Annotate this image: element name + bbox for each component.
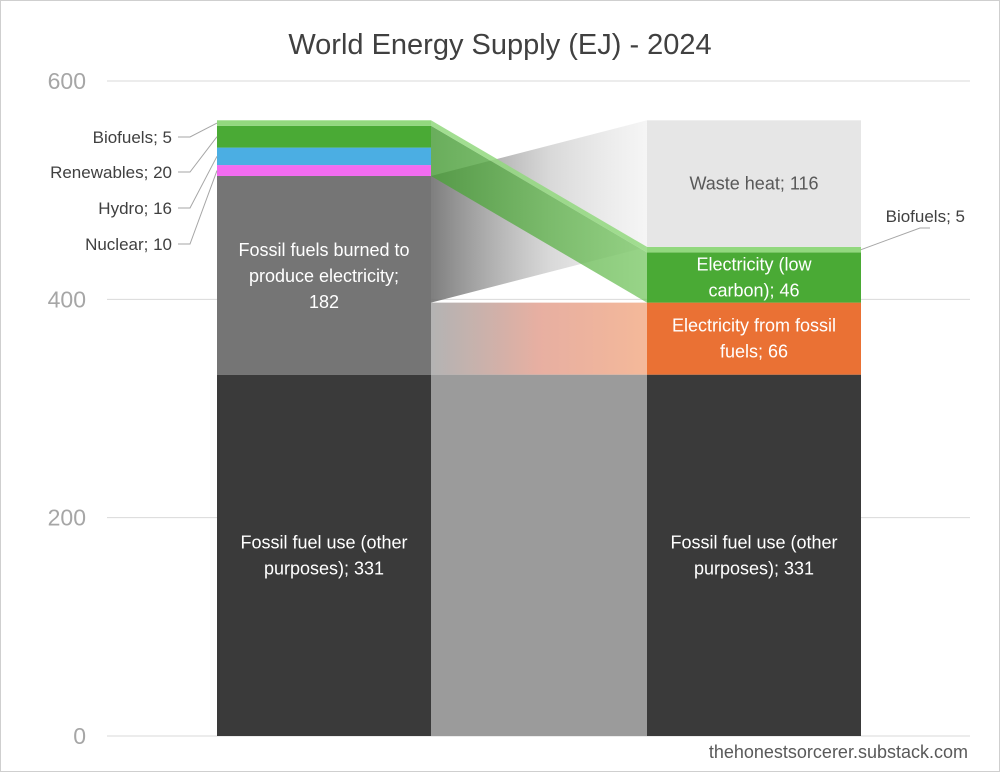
- right-fossil-fuel-use-other-purposes-segment: [647, 374, 861, 736]
- left-renewables-segment: [217, 125, 431, 148]
- left-fossil-fuel-use-other-purposes-label-line: purposes); 331: [264, 558, 384, 578]
- right-waste-heat-label: Waste heat; 116: [689, 174, 818, 194]
- left-nuclear-side-label: Nuclear; 10: [85, 235, 172, 254]
- right-electricity-low-carbon-label: Electricity (low carbon); 46: [696, 255, 812, 301]
- flow-low-carbon: [431, 125, 647, 303]
- leader-lines: [178, 122, 930, 251]
- left-biofuels-segment: [217, 120, 431, 126]
- watermark: thehonestsorcerer.substack.com: [709, 742, 968, 762]
- right-waste-heat-segment: [647, 120, 861, 247]
- left-fossil-fuel-use-other-purposes-label: Fossil fuel use (other purposes); 331: [240, 532, 407, 578]
- left-fossil-fuels-burned-to-produce-electricity-label: Fossil fuels burned to produce electricit…: [238, 240, 409, 312]
- right-electricity-low-carbon-label-line: carbon); 46: [708, 281, 799, 301]
- left-renewables-side-label: Renewables; 20: [50, 163, 172, 182]
- left-bar: [217, 120, 431, 736]
- left-fossil-fuel-use-other-purposes-segment: [217, 374, 431, 736]
- left-fossil-fuels-burned-to-produce-electricity-label-line: 182: [309, 292, 339, 312]
- flow-fossil-to-electricity: [431, 302, 647, 375]
- leader-biofuels: [178, 122, 218, 138]
- y-tick-label: 400: [48, 286, 86, 312]
- right-electricity-from-fossil-fuels-label: Electricity from fossil fuels; 66: [672, 316, 836, 362]
- chart-title: World Energy Supply (EJ) - 2024: [288, 29, 711, 61]
- y-tick-label: 600: [48, 68, 86, 94]
- right-electricity-low-carbon-label-line: Electricity (low: [696, 255, 812, 275]
- right-bar: [647, 120, 861, 736]
- left-nuclear-segment: [217, 165, 431, 176]
- y-tick-label: 200: [48, 505, 86, 531]
- right-biofuels-side-label: Biofuels; 5: [886, 207, 965, 226]
- right-waste-heat-label-line: Waste heat; 116: [689, 174, 818, 194]
- left-hydro-side-label: Hydro; 16: [98, 199, 172, 218]
- left-fossil-fuels-burned-to-produce-electricity-segment: [217, 175, 431, 375]
- right-fossil-fuel-use-other-purposes-label: Fossil fuel use (other purposes); 331: [670, 532, 837, 578]
- flow-fossil-other: [431, 374, 647, 736]
- data-labels: Fossil fuel use (other purposes); 331Foss…: [50, 128, 965, 578]
- right-electricity-low-carbon-segment: [647, 252, 861, 303]
- flow-bands: [431, 120, 647, 736]
- left-fossil-fuels-burned-to-produce-electricity-label-line: produce electricity;: [249, 266, 399, 286]
- leader-hydro: [178, 156, 218, 209]
- left-fossil-fuel-use-other-purposes-label-line: Fossil fuel use (other: [240, 532, 407, 552]
- leader-nuclear: [178, 170, 218, 245]
- left-biofuels-side-label: Biofuels; 5: [93, 128, 172, 147]
- leader-right-biofuels: [860, 227, 930, 251]
- right-fossil-fuel-use-other-purposes-label-line: Fossil fuel use (other: [670, 532, 837, 552]
- left-hydro-segment: [217, 147, 431, 166]
- right-fossil-fuel-use-other-purposes-label-line: purposes); 331: [694, 558, 814, 578]
- y-axis-ticks: 0 200 400 600: [48, 68, 86, 749]
- flow-biofuels: [431, 120, 647, 253]
- right-electricity-from-fossil-fuels-segment: [647, 302, 861, 375]
- right-biofuels-segment: [647, 246, 861, 253]
- right-electricity-from-fossil-fuels-label-line: Electricity from fossil: [672, 316, 836, 336]
- leader-renewables: [178, 136, 218, 173]
- y-tick-label: 0: [73, 723, 86, 749]
- left-fossil-fuels-burned-to-produce-electricity-label-line: Fossil fuels burned to: [238, 240, 409, 260]
- right-electricity-from-fossil-fuels-label-line: fuels; 66: [720, 342, 788, 362]
